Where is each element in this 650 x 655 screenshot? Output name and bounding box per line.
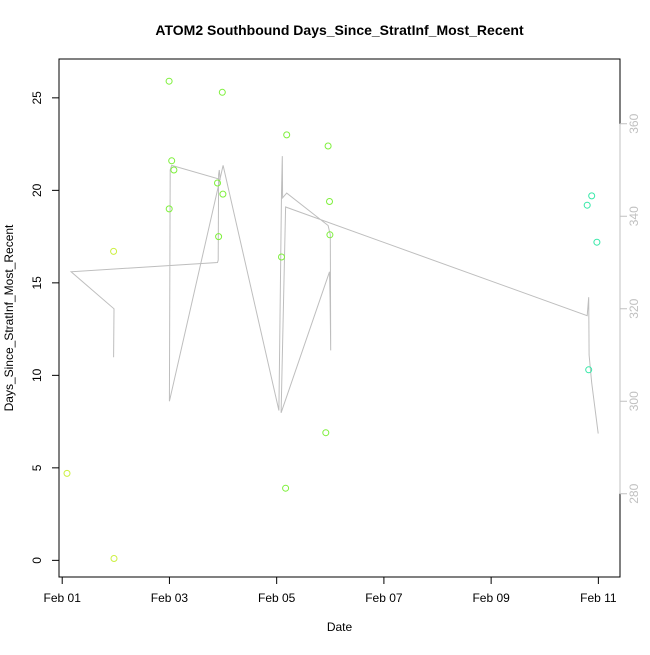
data-point-6 bbox=[170, 166, 178, 174]
data-point-0 bbox=[63, 469, 71, 477]
y-tick-label: 20 bbox=[30, 183, 44, 197]
data-point-3 bbox=[165, 77, 173, 85]
data-point-17 bbox=[326, 231, 334, 239]
data-point-20 bbox=[588, 192, 596, 200]
x-axis-label: Date bbox=[327, 620, 353, 634]
data-point-9 bbox=[218, 88, 226, 96]
x-tick-label: Feb 11 bbox=[580, 591, 617, 605]
y-tick-label: 25 bbox=[30, 91, 44, 105]
y-axis-right: 280 300 320 340 360 bbox=[619, 113, 641, 504]
y-axis-left: 0 5 10 15 20 25 bbox=[30, 91, 60, 564]
y2-tick-label: 320 bbox=[627, 298, 641, 318]
data-point-10 bbox=[219, 190, 227, 198]
series-line-0 bbox=[69, 156, 599, 434]
y2-tick-label: 280 bbox=[627, 483, 641, 503]
y-tick-label: 5 bbox=[30, 464, 44, 471]
data-point-2 bbox=[110, 555, 118, 562]
x-axis: Feb 01 Feb 03 Feb 05 Feb 07 Feb 09 Feb 11 bbox=[44, 576, 617, 605]
y2-tick-label: 300 bbox=[627, 391, 641, 411]
y-tick-label: 10 bbox=[30, 368, 44, 382]
data-point-11 bbox=[278, 253, 285, 261]
y2-tick-label: 360 bbox=[627, 113, 641, 133]
data-point-4 bbox=[165, 205, 173, 213]
x-tick-label: Feb 01 bbox=[44, 591, 82, 605]
data-point-8 bbox=[215, 233, 223, 241]
data-point-5 bbox=[168, 157, 176, 165]
scatter-points-layer bbox=[63, 77, 601, 562]
data-point-12 bbox=[282, 484, 290, 492]
data-point-16 bbox=[326, 198, 333, 205]
chart-title: ATOM2 Southbound Days_Since_StratInf_Mos… bbox=[155, 22, 524, 38]
x-tick-label: Feb 07 bbox=[365, 591, 403, 605]
y-axis-label: Days_Since_StratInf_Most_Recent bbox=[2, 224, 16, 411]
x-tick-label: Feb 09 bbox=[472, 591, 510, 605]
data-point-19 bbox=[585, 366, 593, 374]
plot-frame bbox=[58, 58, 621, 578]
data-point-15 bbox=[324, 142, 332, 150]
data-point-7 bbox=[214, 179, 221, 187]
y-tick-label: 15 bbox=[30, 276, 44, 290]
data-point-14 bbox=[322, 429, 330, 437]
data-point-13 bbox=[283, 131, 291, 139]
data-point-1 bbox=[110, 247, 118, 255]
y-tick-label: 0 bbox=[30, 557, 44, 564]
connecting-line-layer bbox=[69, 156, 599, 434]
x-tick-label: Feb 03 bbox=[151, 591, 189, 605]
data-point-18 bbox=[583, 201, 591, 209]
y2-tick-label: 340 bbox=[627, 206, 641, 226]
data-point-21 bbox=[593, 238, 601, 246]
x-tick-label: Feb 05 bbox=[258, 591, 296, 605]
